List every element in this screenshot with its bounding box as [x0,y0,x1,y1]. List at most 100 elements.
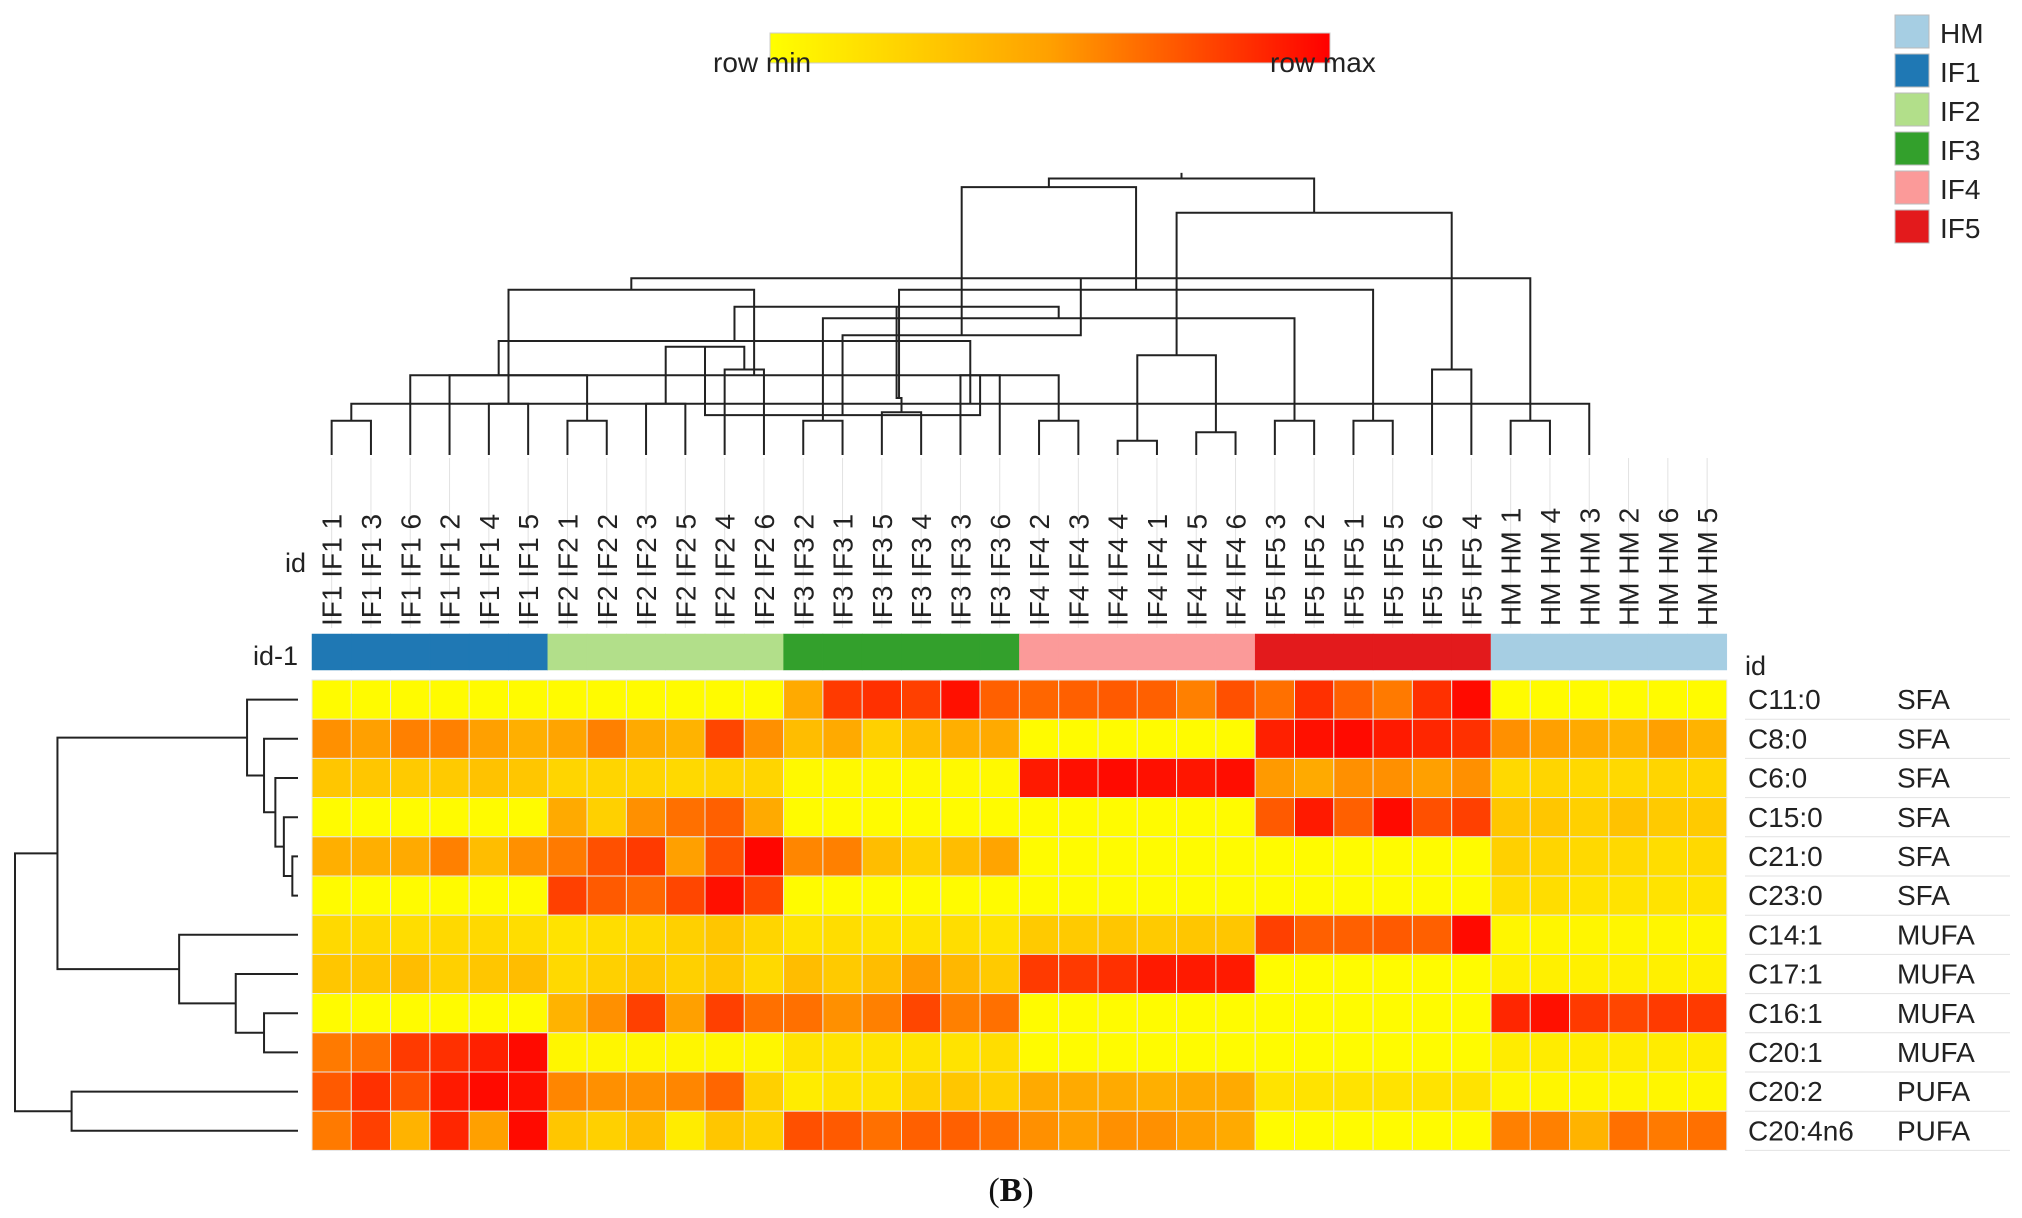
heatmap-cell [665,718,706,759]
heatmap-cell [704,1071,745,1112]
annotation-cell-if2 [586,633,627,671]
heatmap-cell [783,718,824,759]
heatmap-cell [861,875,903,916]
heatmap-cell [1176,718,1217,759]
heatmap-cell [468,1071,510,1112]
heatmap-cell [311,953,352,995]
heatmap-cell [1333,797,1374,838]
heatmap-cell [783,953,824,995]
heatmap-cell [861,1032,903,1073]
legend-swatch-if1 [1894,53,1930,88]
annotation-cell-if5 [1333,633,1374,671]
heatmap-cell [1608,1071,1649,1112]
heatmap-cell [1647,836,1688,877]
heatmap-cell [822,757,863,799]
heatmap-cell [1490,757,1531,799]
legend: HM IF1 IF2 IF3 IF4 IF5 [1894,14,1984,244]
heatmap-cell [1569,914,1610,955]
heatmap-cell [665,1071,706,1112]
heatmap-cell [508,757,549,799]
heatmap-cell [861,1071,903,1112]
heatmap-cell [861,953,903,995]
heatmap-cell [586,679,627,720]
heatmap-cell [468,836,510,877]
column-label: IF3 IF3 1 [828,514,859,626]
column-dendrogram-branch [1136,354,1217,441]
heatmap-cell [1569,797,1610,838]
heatmap-cell [1254,914,1295,955]
annotation-label: id-1 [253,641,298,671]
legend-swatch-if5 [1894,209,1930,244]
heatmap-cell [1411,953,1453,995]
row-class-label: MUFA [1897,959,1975,990]
heatmap-cell [1294,1071,1335,1112]
heatmap-cell [861,679,903,720]
heatmap-cell [1294,797,1335,838]
heatmap-cell [586,1110,627,1151]
heatmap-cell [429,1071,470,1112]
row-name-label: C20:1 [1748,1037,1823,1068]
column-dendrogram-branch [1352,419,1394,455]
heatmap-cell [1687,797,1728,838]
heatmap-cell [1215,757,1256,799]
heatmap-cell [1451,1110,1492,1151]
heatmap-cell [586,757,627,799]
heatmap-cell [979,1110,1020,1151]
heatmap-cell [1136,757,1178,799]
heatmap-cell [1451,757,1492,799]
heatmap-cell [940,797,981,838]
heatmap-cell [1687,914,1728,955]
heatmap-cell [390,757,431,799]
annotation-cell-if1 [429,633,470,671]
column-label: IF3 IF3 2 [788,514,819,626]
annotation-cell-if3 [822,633,863,671]
heatmap-cell [390,836,431,877]
column-dendrogram-branch [960,186,1138,336]
heatmap-cell [547,953,588,995]
column-label: IF2 IF2 4 [710,514,741,626]
heatmap-cell [1608,875,1649,916]
heatmap-cell [665,993,706,1034]
heatmap-cell [311,875,352,916]
annotation-cell-if4 [1137,633,1177,671]
heatmap-cell [1333,875,1374,916]
heatmap-cell [468,953,510,995]
heatmap-cell [390,797,431,838]
column-label: IF3 IF3 6 [985,514,1016,626]
row-dendrogram-branch [178,933,298,1005]
heatmap-cell [1529,1110,1571,1151]
heatmap-cell [783,1071,824,1112]
heatmap-cell [625,953,667,995]
heatmap-cell [586,953,627,995]
legend-label-hm: HM [1940,18,1984,49]
column-label: IF4 IF4 3 [1063,514,1094,626]
heatmap-cell [1018,993,1060,1034]
heatmap-cell [1176,679,1217,720]
heatmap-cell [1176,1032,1217,1073]
heatmap-cell [979,836,1020,877]
heatmap-cell [783,757,824,799]
heatmap-cell [704,914,745,955]
heatmap-cell [586,1071,627,1112]
column-dendrogram-branch [1047,177,1316,213]
heatmap-cell [1529,797,1571,838]
heatmap-cell [665,679,706,720]
column-dendrogram-branch [1273,419,1316,455]
heatmap-cell [743,836,785,877]
heatmap-cell [940,836,981,877]
heatmap-cell [704,1110,745,1151]
heatmap-cell [665,836,706,877]
heatmap-cell [429,836,470,877]
row-dendrogram-branch [274,777,298,848]
heatmap-cell [1058,993,1099,1034]
row-name-label: C11:0 [1748,684,1821,715]
heatmap-cell [861,1110,903,1151]
column-label: HM HM 2 [1614,508,1645,626]
heatmap-cell [1372,718,1413,759]
heatmap-cell [1097,1071,1138,1112]
row-class-label: SFA [1897,841,1950,872]
legend-label-if3: IF3 [1940,135,1980,166]
annotation-cell-if4 [1019,633,1059,671]
heatmap-cell [1215,1110,1256,1151]
heatmap-cell [625,1071,667,1112]
